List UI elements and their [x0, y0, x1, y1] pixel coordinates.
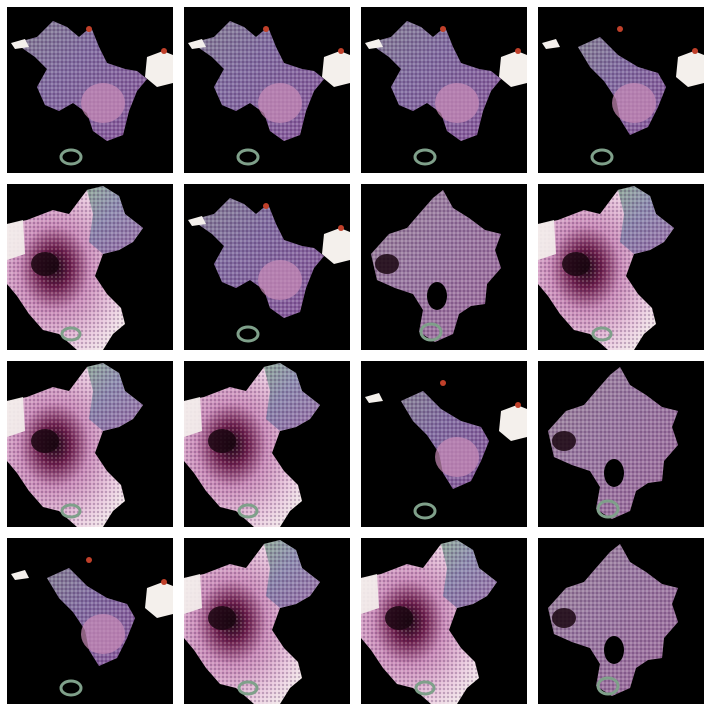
generated-image	[548, 544, 678, 696]
generated-image	[11, 557, 173, 697]
generated-image	[548, 367, 678, 519]
generated-image	[7, 186, 143, 350]
generated-image	[11, 21, 173, 166]
sample-tile-r1-c2	[184, 7, 350, 173]
sample-tile-r4-c4	[538, 538, 704, 704]
generated-image	[184, 363, 320, 527]
sample-tile-r3-c3	[361, 361, 527, 527]
generated-image	[371, 190, 501, 342]
sample-tile-r3-c4	[538, 361, 704, 527]
sample-tile-r1-c3	[361, 7, 527, 173]
sample-tile-r4-c1	[7, 538, 173, 704]
sample-tile-r1-c4	[538, 7, 704, 173]
generated-image	[188, 198, 350, 343]
generated-image	[7, 363, 143, 527]
generated-image	[188, 21, 350, 166]
generated-image	[538, 186, 674, 350]
generated-image	[542, 26, 704, 166]
sample-tile-r2-c3	[361, 184, 527, 350]
sample-tile-r4-c3	[361, 538, 527, 704]
sample-tile-r2-c1	[7, 184, 173, 350]
sample-tile-r4-c2	[184, 538, 350, 704]
sample-tile-r2-c4	[538, 184, 704, 350]
sample-tile-r3-c2	[184, 361, 350, 527]
sample-tile-r1-c1	[7, 7, 173, 173]
generated-image	[365, 21, 527, 166]
generated-image	[361, 540, 497, 704]
generated-image	[365, 380, 527, 520]
sample-tile-r3-c1	[7, 361, 173, 527]
generated-image	[184, 540, 320, 704]
sample-tile-r2-c2	[184, 184, 350, 350]
